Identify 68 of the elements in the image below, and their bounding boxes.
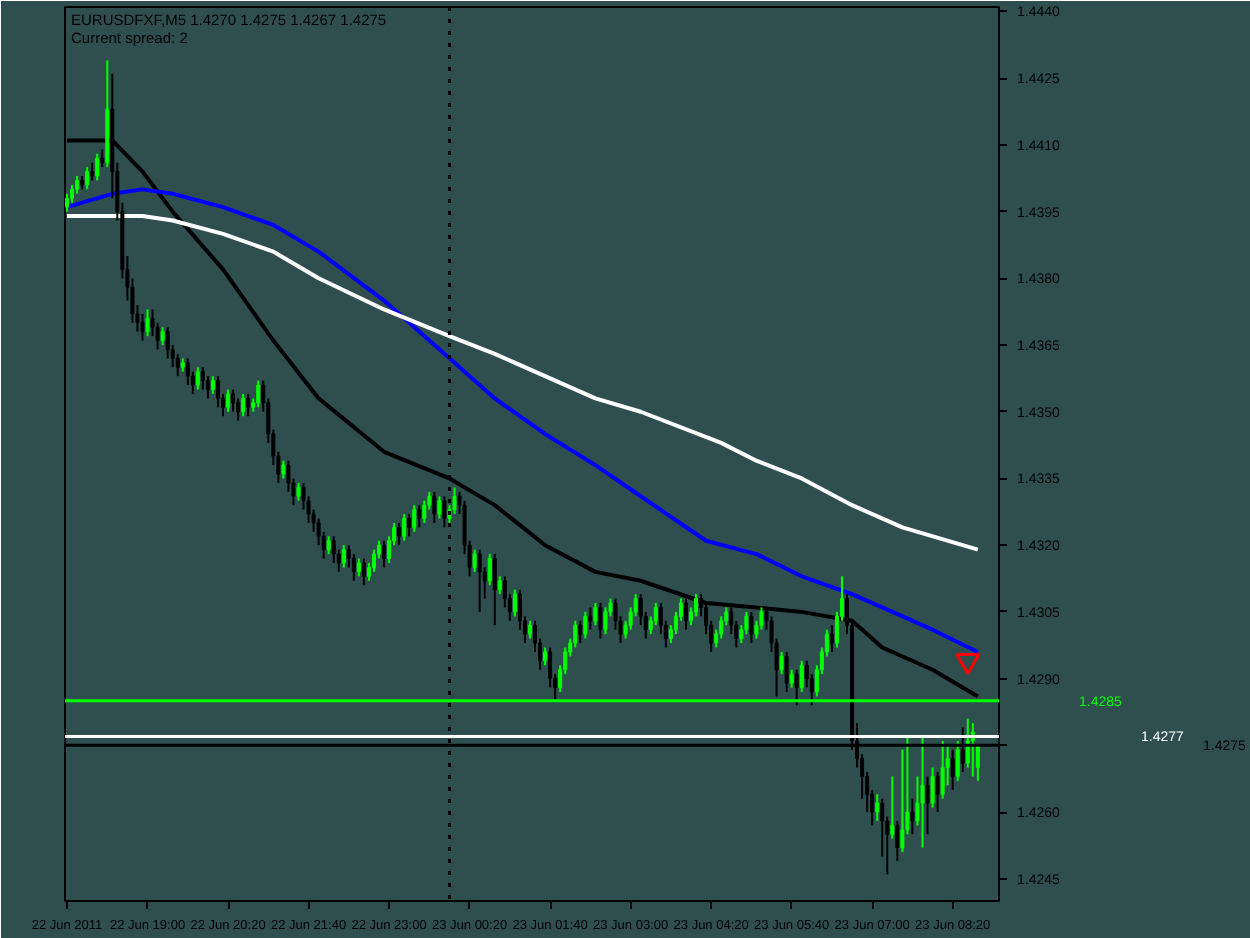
candlestick <box>965 717 970 769</box>
candlestick <box>492 553 497 627</box>
candlestick <box>361 557 366 587</box>
candlestick <box>452 486 457 516</box>
candlestick <box>588 606 593 631</box>
candlestick <box>925 775 930 836</box>
candlestick <box>910 797 915 836</box>
candlestick <box>744 610 749 636</box>
candlestick <box>920 735 925 849</box>
candlestick <box>799 659 804 693</box>
candlestick <box>890 775 895 840</box>
candlestick <box>955 739 960 782</box>
candlestick <box>583 610 588 640</box>
candlestick <box>472 548 477 573</box>
candlestick <box>371 548 376 573</box>
candlestick <box>417 504 422 529</box>
candlestick <box>331 535 336 564</box>
candlestick <box>205 375 210 400</box>
candlestick <box>719 615 724 640</box>
candlestick <box>487 553 492 587</box>
candlestick <box>145 308 150 338</box>
candlestick <box>241 392 246 418</box>
candlestick <box>256 379 261 409</box>
candlestick <box>683 597 688 631</box>
candlestick <box>407 513 412 538</box>
candlestick <box>341 544 346 569</box>
candlestick <box>437 495 442 520</box>
candlestick <box>195 366 200 391</box>
candlestick <box>784 650 789 693</box>
candlestick <box>422 499 427 524</box>
candlestick <box>759 606 764 631</box>
candlestick <box>412 504 417 533</box>
candlestick <box>215 375 220 409</box>
candlestick <box>895 819 900 862</box>
candlestick <box>175 352 180 378</box>
candlestick <box>573 619 578 649</box>
candlestick <box>246 392 251 418</box>
candlestick <box>200 366 205 391</box>
line-series <box>65 214 980 552</box>
candlestick <box>231 388 236 413</box>
candlestick <box>351 553 356 582</box>
candlestick <box>935 771 940 814</box>
candlestick <box>140 312 145 342</box>
candlestick <box>432 490 437 524</box>
candlestick <box>382 539 387 569</box>
candlestick <box>397 521 402 547</box>
candlestick <box>85 166 90 191</box>
candlestick <box>578 619 583 645</box>
candlestick <box>226 388 231 413</box>
candlestick <box>694 593 699 618</box>
candlestick <box>95 152 100 182</box>
candlestick <box>829 624 834 653</box>
candlestick <box>598 602 603 640</box>
candlestick <box>779 650 784 676</box>
candlestick <box>402 513 407 542</box>
candlestick <box>875 793 880 822</box>
candlestick <box>749 610 754 645</box>
candlestick <box>794 668 799 707</box>
candlestick <box>930 766 935 809</box>
candlestick <box>185 357 190 387</box>
candlestick <box>940 739 945 800</box>
candlestick <box>512 588 517 618</box>
candlestick <box>593 602 598 627</box>
candlestick <box>477 548 482 613</box>
candlestick <box>603 606 608 636</box>
candlestick <box>653 602 658 627</box>
candlestick <box>165 326 170 360</box>
candlestick <box>236 397 241 422</box>
